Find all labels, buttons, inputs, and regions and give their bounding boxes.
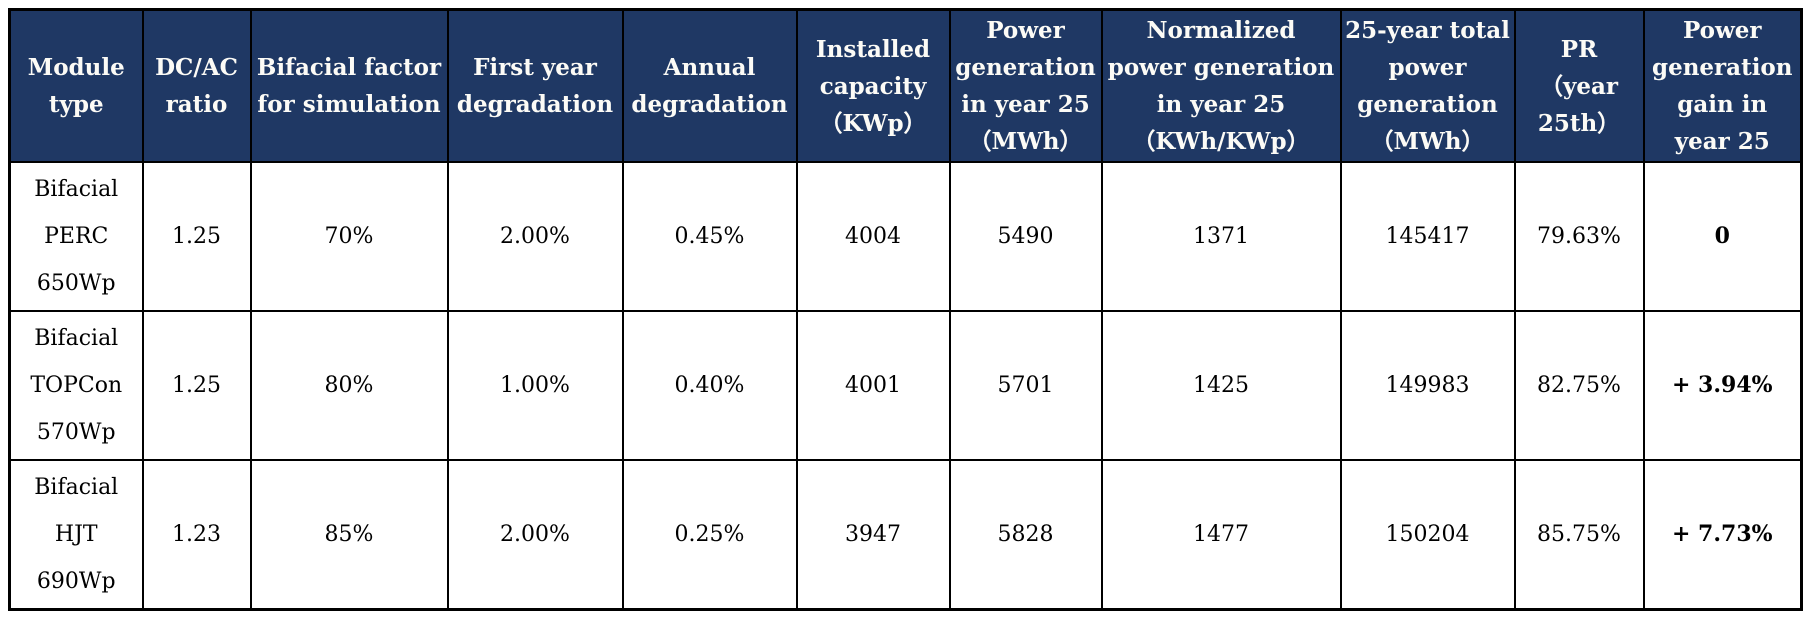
cell-power-generation-gain: + 7.73% <box>1642 459 1803 611</box>
col-header-installed-capacity: Installed capacity （KWp） <box>795 8 951 163</box>
col-header-pr-year25: PR （year 25th） <box>1513 8 1645 163</box>
cell-25year-total-generation: 145417 <box>1339 161 1516 312</box>
cell-normalized-power-generation: 1477 <box>1100 459 1342 611</box>
table-body: Bifacial PERC 650Wp 1.25 70% 2.00% 0.45%… <box>8 161 1803 611</box>
cell-first-year-degradation: 2.00% <box>446 459 624 611</box>
col-header-power-generation-year25: Power generation in year 25 （MWh） <box>948 8 1103 163</box>
cell-power-generation-year25: 5490 <box>948 161 1103 312</box>
cell-power-generation-gain: 0 <box>1642 161 1803 312</box>
cell-25year-total-generation: 149983 <box>1339 310 1516 461</box>
cell-installed-capacity: 3947 <box>795 459 951 611</box>
module-comparison-table: Module type DC/AC ratio Bifacial factor … <box>8 8 1803 611</box>
col-header-annual-degradation: Annual degradation <box>621 8 798 163</box>
cell-bifacial-factor: 85% <box>249 459 449 611</box>
col-header-power-generation-gain: Power generation gain in year 25 <box>1642 8 1803 163</box>
cell-bifacial-factor: 70% <box>249 161 449 312</box>
cell-first-year-degradation: 1.00% <box>446 310 624 461</box>
table-row-bifacial-perc: Bifacial PERC 650Wp 1.25 70% 2.00% 0.45%… <box>8 161 1803 312</box>
col-header-25year-total-generation: 25-year total power generation （MWh） <box>1339 8 1516 163</box>
col-header-first-year-degradation: First year degradation <box>446 8 624 163</box>
cell-first-year-degradation: 2.00% <box>446 161 624 312</box>
cell-pr-year25: 79.63% <box>1513 161 1645 312</box>
cell-dcac-ratio: 1.25 <box>141 161 252 312</box>
cell-power-generation-year25: 5701 <box>948 310 1103 461</box>
cell-module-type: Bifacial HJT 690Wp <box>8 459 144 611</box>
cell-annual-degradation: 0.45% <box>621 161 798 312</box>
cell-installed-capacity: 4004 <box>795 161 951 312</box>
cell-installed-capacity: 4001 <box>795 310 951 461</box>
table-row-bifacial-topcon: Bifacial TOPCon 570Wp 1.25 80% 1.00% 0.4… <box>8 310 1803 461</box>
cell-normalized-power-generation: 1371 <box>1100 161 1342 312</box>
cell-pr-year25: 82.75% <box>1513 310 1645 461</box>
table-row-bifacial-hjt: Bifacial HJT 690Wp 1.23 85% 2.00% 0.25% … <box>8 459 1803 611</box>
col-header-bifacial-factor: Bifacial factor for simulation <box>249 8 449 163</box>
cell-module-type: Bifacial PERC 650Wp <box>8 161 144 312</box>
col-header-module-type: Module type <box>8 8 144 163</box>
cell-annual-degradation: 0.40% <box>621 310 798 461</box>
header-row: Module type DC/AC ratio Bifacial factor … <box>8 8 1803 163</box>
cell-dcac-ratio: 1.23 <box>141 459 252 611</box>
col-header-normalized-power-generation: Normalized power generation in year 25 （… <box>1100 8 1342 163</box>
cell-power-generation-year25: 5828 <box>948 459 1103 611</box>
table-header: Module type DC/AC ratio Bifacial factor … <box>8 8 1803 163</box>
cell-module-type: Bifacial TOPCon 570Wp <box>8 310 144 461</box>
cell-bifacial-factor: 80% <box>249 310 449 461</box>
cell-power-generation-gain: + 3.94% <box>1642 310 1803 461</box>
cell-pr-year25: 85.75% <box>1513 459 1645 611</box>
cell-normalized-power-generation: 1425 <box>1100 310 1342 461</box>
cell-annual-degradation: 0.25% <box>621 459 798 611</box>
cell-25year-total-generation: 150204 <box>1339 459 1516 611</box>
col-header-dcac-ratio: DC/AC ratio <box>141 8 252 163</box>
cell-dcac-ratio: 1.25 <box>141 310 252 461</box>
